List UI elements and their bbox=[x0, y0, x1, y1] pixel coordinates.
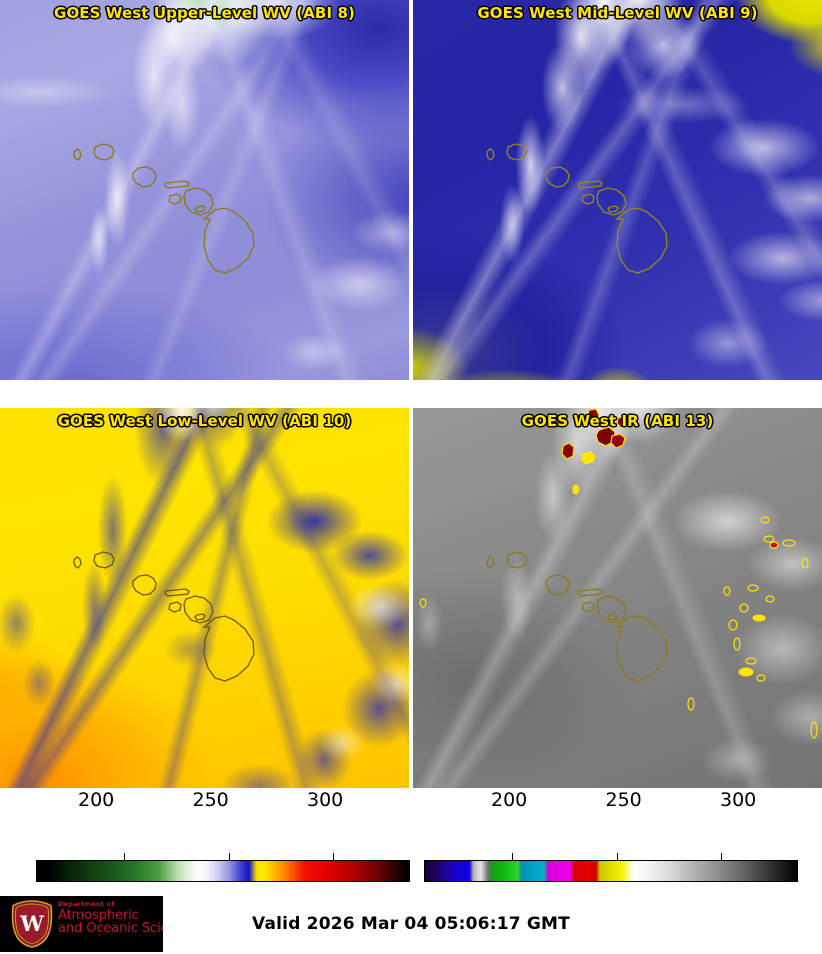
ir-colorbar-gradient bbox=[424, 860, 798, 882]
wv-colorbar-ticklabels: 200 250 300 bbox=[0, 788, 409, 816]
wv-colorbar-ticklabel: 250 bbox=[192, 789, 229, 811]
footer: W Department of Atmospheric and Oceanic … bbox=[0, 818, 822, 954]
panel-ir-image bbox=[413, 408, 822, 788]
panel-upper-level-wv[interactable]: GOES West Upper-Level WV (ABI 8) bbox=[0, 0, 409, 380]
wv-colorbar-ticklabel: 200 bbox=[77, 789, 115, 811]
wv-colorbar-ticks bbox=[36, 853, 410, 862]
logo-line-atmospheric: Atmospheric bbox=[58, 907, 139, 923]
ir-colorbar-ticklabel: 250 bbox=[605, 789, 642, 811]
satellite-panel-grid: GOES West Upper-Level WV (ABI 8) bbox=[0, 0, 822, 818]
hawaii-coastline-overlay bbox=[486, 143, 668, 274]
wv-colorbar-gradient bbox=[36, 860, 410, 882]
ir-colorbar-ticklabel: 200 bbox=[490, 789, 528, 811]
uw-aos-logo-text: Department of Atmospheric and Oceanic Sc… bbox=[58, 901, 163, 936]
panel-low-level-wv-title: GOES West Low-Level WV (ABI 10) bbox=[57, 412, 352, 430]
svg-text:W: W bbox=[19, 911, 44, 936]
hawaii-coastline-overlay bbox=[73, 551, 255, 682]
panel-low-level-wv[interactable]: GOES West Low-Level WV (ABI 10) bbox=[0, 408, 409, 788]
ir-colorbar bbox=[424, 853, 798, 884]
uw-aos-logo[interactable]: W Department of Atmospheric and Oceanic … bbox=[0, 896, 163, 952]
wv-colorbar-block: 200 250 300 bbox=[0, 788, 409, 818]
valid-time-label: Valid 2026 Mar 04 05:06:17 GMT bbox=[252, 914, 570, 934]
ir-colorbar-block: 200 250 300 bbox=[413, 788, 822, 818]
logo-department-line: Department of bbox=[58, 900, 115, 908]
ir-cold-cloudtop-enhancement bbox=[419, 408, 818, 739]
hawaii-coastline-overlay bbox=[73, 143, 255, 274]
uw-crest-icon: W bbox=[11, 900, 53, 948]
wv-colorbar bbox=[36, 853, 410, 884]
hawaii-coastline-overlay bbox=[486, 551, 668, 682]
panel-ir[interactable]: GOES West IR (ABI 13) bbox=[413, 408, 822, 788]
ir-colorbar-ticklabel: 300 bbox=[720, 789, 757, 811]
panel-mid-level-wv[interactable]: GOES West Mid-Level WV (ABI 9) bbox=[413, 0, 822, 380]
wv-colorbar-ticklabel: 300 bbox=[307, 789, 344, 811]
panel-upper-level-wv-image bbox=[0, 0, 409, 380]
panel-mid-level-wv-title: GOES West Mid-Level WV (ABI 9) bbox=[477, 4, 758, 22]
ir-colorbar-ticks bbox=[424, 853, 798, 862]
panel-gutter-horizontal bbox=[0, 380, 822, 408]
ir-colorbar-ticklabels: 200 250 300 bbox=[413, 788, 822, 816]
panel-low-level-wv-image bbox=[0, 408, 409, 788]
panel-ir-title: GOES West IR (ABI 13) bbox=[521, 412, 714, 430]
panel-mid-level-wv-image bbox=[413, 0, 822, 380]
panel-upper-level-wv-title: GOES West Upper-Level WV (ABI 8) bbox=[54, 4, 355, 22]
logo-line-oceanic: and Oceanic Sciences bbox=[58, 921, 163, 937]
